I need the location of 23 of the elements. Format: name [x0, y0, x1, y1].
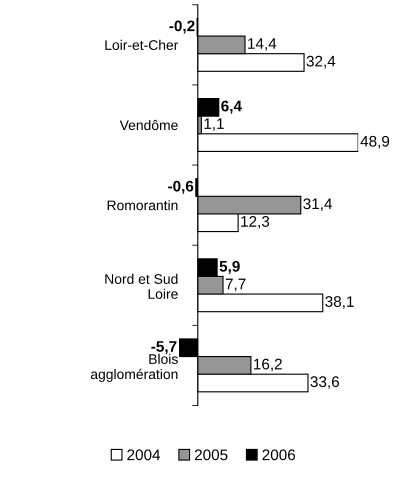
data-label: 5,9: [220, 260, 240, 274]
data-label: -0,2: [169, 20, 195, 34]
data-label: 12,3: [241, 216, 270, 229]
data-label: 1,1: [204, 118, 224, 131]
y-tick-label: Blois agglomération: [90, 354, 178, 382]
data-label: 6,4: [221, 100, 242, 114]
data-label: 7,7: [226, 278, 246, 292]
data-label: 38,1: [325, 296, 354, 309]
legend-label: 2005: [194, 449, 228, 460]
legend-label: 2004: [127, 449, 160, 460]
data-label: -5,7: [151, 341, 176, 354]
data-label: 48,9: [360, 136, 390, 149]
data-label: 33,6: [310, 376, 340, 389]
data-label: -0,6: [168, 180, 194, 194]
y-tick-label: Loir-et-Cher: [105, 40, 178, 50]
y-tick-label: Vendôme: [120, 120, 178, 130]
legend-label: 2006: [262, 449, 296, 460]
y-tick-label: Romorantin: [108, 200, 178, 210]
data-label: 16,2: [254, 358, 282, 372]
y-tick-label: Nord et Sud Loire: [105, 274, 178, 299]
data-label: 32,4: [306, 56, 336, 68]
data-label: 31,4: [303, 198, 332, 212]
data-label: 14,4: [248, 38, 276, 51]
